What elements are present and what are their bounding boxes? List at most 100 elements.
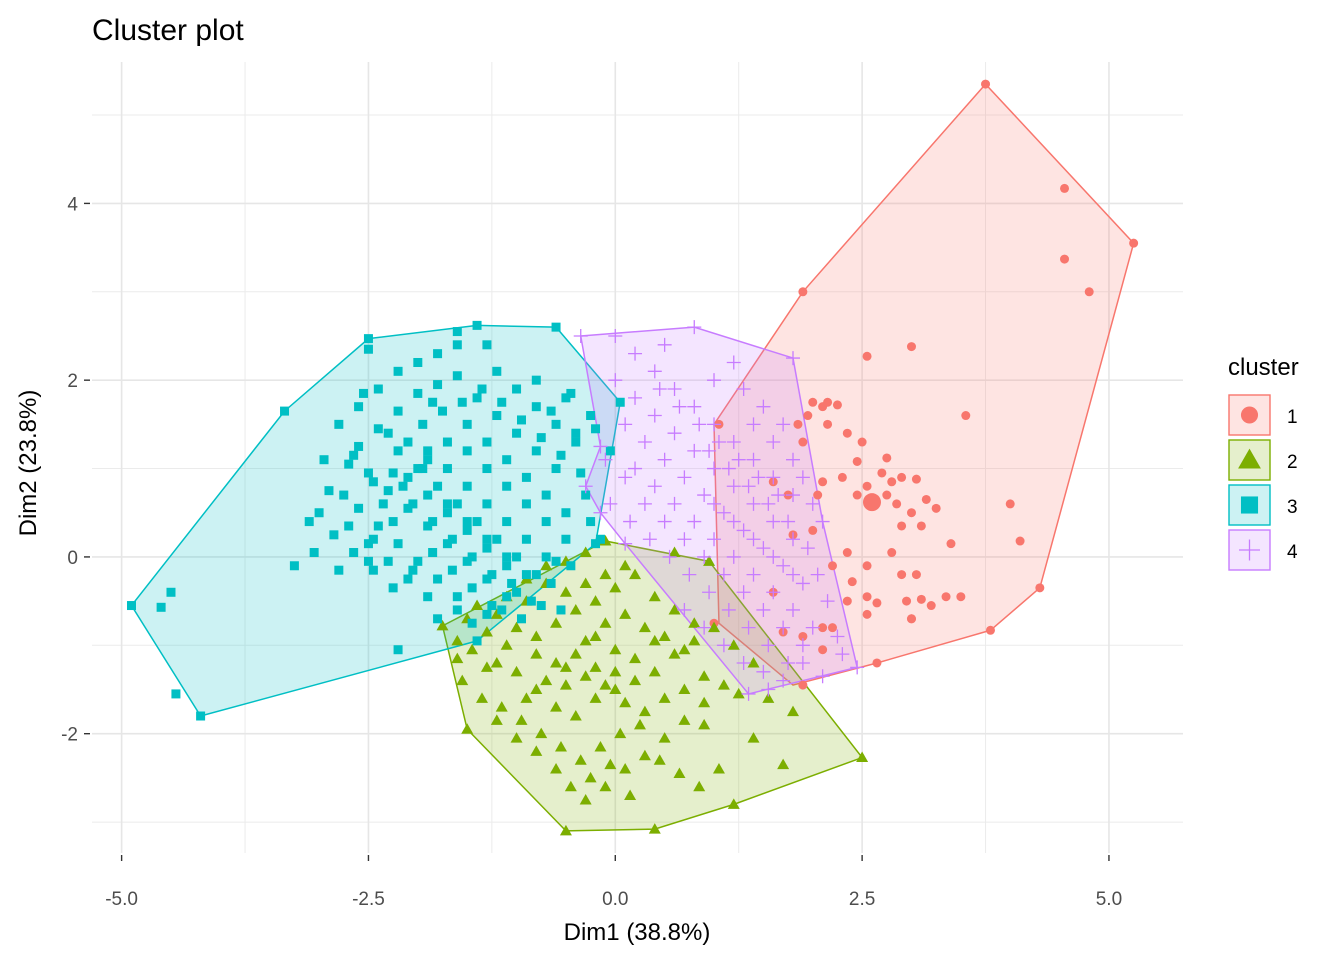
cluster-1-point: [902, 596, 912, 606]
cluster-4-point: [756, 664, 771, 679]
cluster-2-point: [678, 683, 691, 694]
cluster-4-point: [682, 567, 697, 582]
cluster-2-point: [451, 652, 464, 664]
cluster-2-point: [727, 798, 740, 809]
cluster-4-point: [672, 399, 687, 414]
cluster-4-point: [746, 532, 761, 547]
cluster-3-point: [556, 450, 566, 460]
cluster-3-point: [467, 583, 477, 593]
cluster-3-point: [354, 441, 364, 451]
cluster-2-point: [673, 767, 686, 778]
cluster-2-point: [510, 665, 523, 677]
cluster-2-point: [436, 619, 449, 631]
cluster-3-point: [334, 419, 344, 429]
cluster-3-point: [354, 402, 364, 412]
cluster-3-point: [452, 499, 462, 509]
legend-symbol-3: [1240, 496, 1259, 514]
cluster-3-point: [156, 602, 166, 612]
cluster-3-point: [403, 574, 413, 584]
cluster-2-point: [569, 710, 582, 721]
cluster-3-point: [304, 517, 314, 527]
cluster-3-point: [442, 437, 452, 447]
cluster-2-point: [559, 679, 572, 690]
cluster-3-point: [531, 375, 541, 385]
cluster-1-point: [916, 594, 926, 604]
cluster-4-point: [746, 567, 761, 582]
cluster-3-point: [433, 380, 443, 390]
cluster-2-point: [520, 692, 533, 703]
cluster-3-point: [452, 327, 462, 337]
cluster-2-point: [648, 665, 661, 677]
cluster-3-point: [428, 517, 438, 527]
cluster-4-point: [746, 496, 761, 511]
cluster-3-point: [363, 556, 373, 566]
cluster-2-point: [579, 546, 592, 558]
cluster-4-point: [647, 364, 662, 379]
cluster-3-point: [413, 556, 423, 566]
cluster-3-point: [477, 384, 487, 394]
cluster-4-point: [776, 417, 791, 432]
cluster-3-point: [344, 521, 354, 531]
legend-title: cluster: [1228, 354, 1299, 381]
cluster-2-point: [629, 674, 642, 686]
cluster-2-point: [604, 758, 617, 770]
cluster-1-point: [862, 351, 872, 361]
cluster-2-point: [619, 696, 632, 708]
cluster-3-point: [457, 397, 467, 407]
cluster-3-point: [492, 411, 502, 421]
cluster-4-point: [726, 435, 741, 450]
cluster-2-point: [589, 595, 602, 606]
cluster-4-point: [771, 488, 786, 503]
cluster-4-point: [741, 686, 756, 701]
cluster-3-point: [521, 472, 531, 482]
cluster-4-point: [697, 488, 712, 503]
cluster-4-point: [736, 382, 751, 397]
cluster-3-point: [442, 539, 452, 549]
cluster-4-point: [707, 461, 722, 476]
cluster-3-point: [482, 534, 492, 544]
cluster-1-point: [1005, 499, 1015, 509]
cluster-1-point: [837, 472, 847, 482]
cluster-1-point: [852, 456, 862, 466]
cluster-3-point: [378, 499, 388, 509]
x-tick-label: 5.0: [1096, 889, 1122, 910]
cluster-3-point: [512, 428, 522, 438]
cluster-3-point: [373, 521, 383, 531]
cluster-2-point: [599, 617, 612, 628]
legend-label-3: 3: [1287, 497, 1298, 518]
cluster-1-hull: [713, 82, 1135, 686]
cluster-4-point: [702, 443, 717, 458]
cluster-3-point: [502, 517, 512, 527]
cluster-2-point: [638, 705, 651, 717]
cluster-3-point: [502, 561, 512, 571]
cluster-2-point: [579, 634, 592, 646]
cluster-4-point: [677, 602, 692, 617]
cluster-2-point: [594, 740, 607, 752]
cluster-3-point: [423, 592, 433, 602]
cluster-2-point: [619, 763, 632, 774]
cluster-3-point: [393, 645, 403, 655]
cluster-4-point: [687, 399, 702, 414]
cluster-2-point: [559, 586, 572, 597]
cluster-points: [126, 79, 1139, 836]
cluster-3-point: [166, 587, 176, 597]
cluster-2-point: [653, 754, 666, 765]
cluster-1-point: [832, 400, 842, 410]
cluster-1-point: [818, 477, 828, 487]
cluster-3-point: [502, 592, 512, 602]
cluster-2-point: [456, 674, 469, 686]
cluster-1-point: [827, 561, 837, 571]
cluster-3-point: [541, 552, 551, 562]
cluster-1-point: [921, 494, 931, 504]
cluster-4-point: [766, 549, 781, 564]
cluster-4-point: [800, 541, 815, 556]
cluster-3-point: [433, 481, 443, 491]
cluster-4-point: [677, 532, 692, 547]
cluster-4-point: [766, 585, 781, 600]
cluster-2-point: [589, 692, 602, 703]
cluster-2-point: [708, 621, 721, 633]
cluster-3-point: [428, 548, 438, 558]
cluster-3-point: [403, 472, 413, 482]
cluster-3-point: [536, 433, 546, 443]
cluster-4-point: [687, 514, 702, 529]
